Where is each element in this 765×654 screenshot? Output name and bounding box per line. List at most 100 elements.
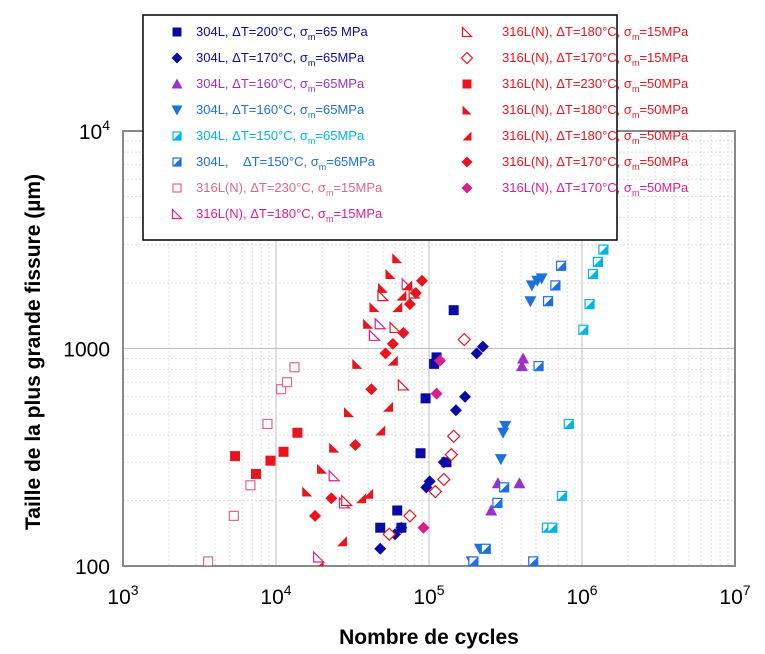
data-point — [429, 358, 440, 369]
data-point — [444, 447, 459, 462]
data-point — [377, 282, 388, 293]
legend: 304L, ΔT=200°C, σm=65 MPa 304L, ΔT=170°C,… — [142, 14, 689, 241]
data-point — [396, 290, 407, 301]
data-point — [417, 521, 430, 534]
legend-label: 304L, ΔT=200°C, σm=65 MPa — [196, 24, 369, 42]
data-point — [547, 523, 557, 533]
legend-entry: 304L, ΔT=200°C, σm=65 MPa — [172, 24, 369, 42]
data-point — [497, 427, 510, 439]
data-point — [383, 401, 394, 412]
data-point — [494, 454, 507, 466]
series — [541, 244, 609, 533]
legend-label: 316L(N), ΔT=230°C, σm=50MPa — [502, 76, 689, 94]
data-point — [172, 183, 182, 193]
data-point — [375, 425, 386, 436]
data-point — [343, 407, 354, 418]
data-point — [402, 280, 413, 291]
data-point — [292, 427, 303, 438]
data-point — [428, 484, 443, 499]
data-point — [356, 493, 367, 504]
data-point — [392, 505, 403, 516]
data-point — [578, 325, 588, 335]
data-point — [250, 468, 261, 479]
legend-entry: 304L, ΔT=150°C, σm=65MPa — [172, 154, 376, 172]
data-point — [318, 561, 324, 566]
x-tick-label: 104 — [260, 582, 291, 609]
data-point — [377, 289, 390, 302]
legend-label: 304L, ΔT=150°C, σm=65MPa — [196, 154, 376, 172]
data-point — [382, 527, 397, 542]
legend-label: 304L, ΔT=170°C, σm=65MPa — [196, 50, 365, 68]
data-point — [245, 480, 256, 491]
data-point — [325, 492, 338, 505]
legend-entry: 316L(N), ΔT=230°C, σm=50MPa — [462, 76, 689, 94]
series — [374, 340, 489, 555]
data-point — [588, 269, 598, 279]
data-point — [525, 280, 538, 292]
data-point — [403, 298, 416, 311]
series — [417, 354, 446, 534]
data-point — [462, 105, 472, 115]
series — [465, 273, 548, 566]
data-point — [436, 472, 451, 487]
data-point — [329, 442, 340, 453]
series — [309, 274, 428, 522]
data-point — [363, 488, 374, 499]
data-point — [431, 352, 442, 363]
data-point — [423, 475, 436, 488]
data-point — [461, 26, 473, 38]
data-point — [173, 132, 181, 140]
legend-label: 316L(N), ΔT=170°C, σm=15MPa — [502, 50, 689, 68]
legend-box — [142, 14, 618, 241]
legend-entry: 304L, ΔT=160°C, σm=65MPa — [171, 76, 365, 94]
data-point — [171, 52, 183, 64]
data-points — [203, 244, 609, 566]
data-point — [265, 455, 276, 466]
y-tick-label: 104 — [79, 117, 110, 144]
legend-entry: 316L(N), ΔT=170°C, σm=50MPa — [461, 180, 689, 198]
legend-label: 304L, ΔT=160°C, σm=65MPa — [196, 76, 365, 94]
data-point — [278, 446, 289, 457]
data-point — [374, 317, 387, 330]
data-point — [585, 299, 595, 309]
data-point — [557, 491, 567, 501]
data-point — [363, 318, 374, 329]
data-point — [420, 393, 431, 404]
data-point — [524, 296, 537, 308]
data-point — [460, 51, 474, 65]
x-tick-label: 105 — [413, 582, 444, 609]
data-point — [397, 326, 410, 339]
series — [485, 352, 530, 516]
data-point — [517, 352, 530, 364]
data-point — [171, 78, 183, 89]
data-point — [470, 347, 483, 360]
data-point — [593, 257, 603, 267]
data-point — [385, 269, 396, 280]
data-point — [564, 419, 574, 429]
legend-entry: 304L, ΔT=160°C, σm=65MPa — [171, 102, 365, 120]
data-point — [476, 340, 489, 353]
data-point — [499, 482, 509, 492]
data-point — [468, 556, 478, 566]
data-point — [415, 274, 428, 287]
legend-label: 316L(N), ΔT=170°C, σm=50MPa — [502, 180, 689, 198]
series — [302, 253, 403, 497]
data-point — [302, 486, 313, 497]
data-point — [513, 477, 526, 489]
legend-label: 316L(N), ΔT=180°C, σm=15MPa — [196, 206, 383, 224]
data-point — [437, 456, 450, 469]
x-tick-label: 107 — [719, 582, 750, 609]
legend-entry: 316L(N), ΔT=180°C, σm=15MPa — [171, 206, 383, 224]
data-point — [550, 280, 560, 290]
series — [203, 362, 300, 566]
data-point — [171, 105, 183, 116]
data-point — [392, 253, 403, 264]
data-point — [461, 156, 473, 168]
data-point — [368, 328, 381, 341]
data-point — [598, 245, 608, 255]
data-point — [485, 504, 498, 516]
data-point — [392, 302, 403, 313]
data-point — [328, 469, 341, 482]
data-point — [171, 208, 183, 220]
